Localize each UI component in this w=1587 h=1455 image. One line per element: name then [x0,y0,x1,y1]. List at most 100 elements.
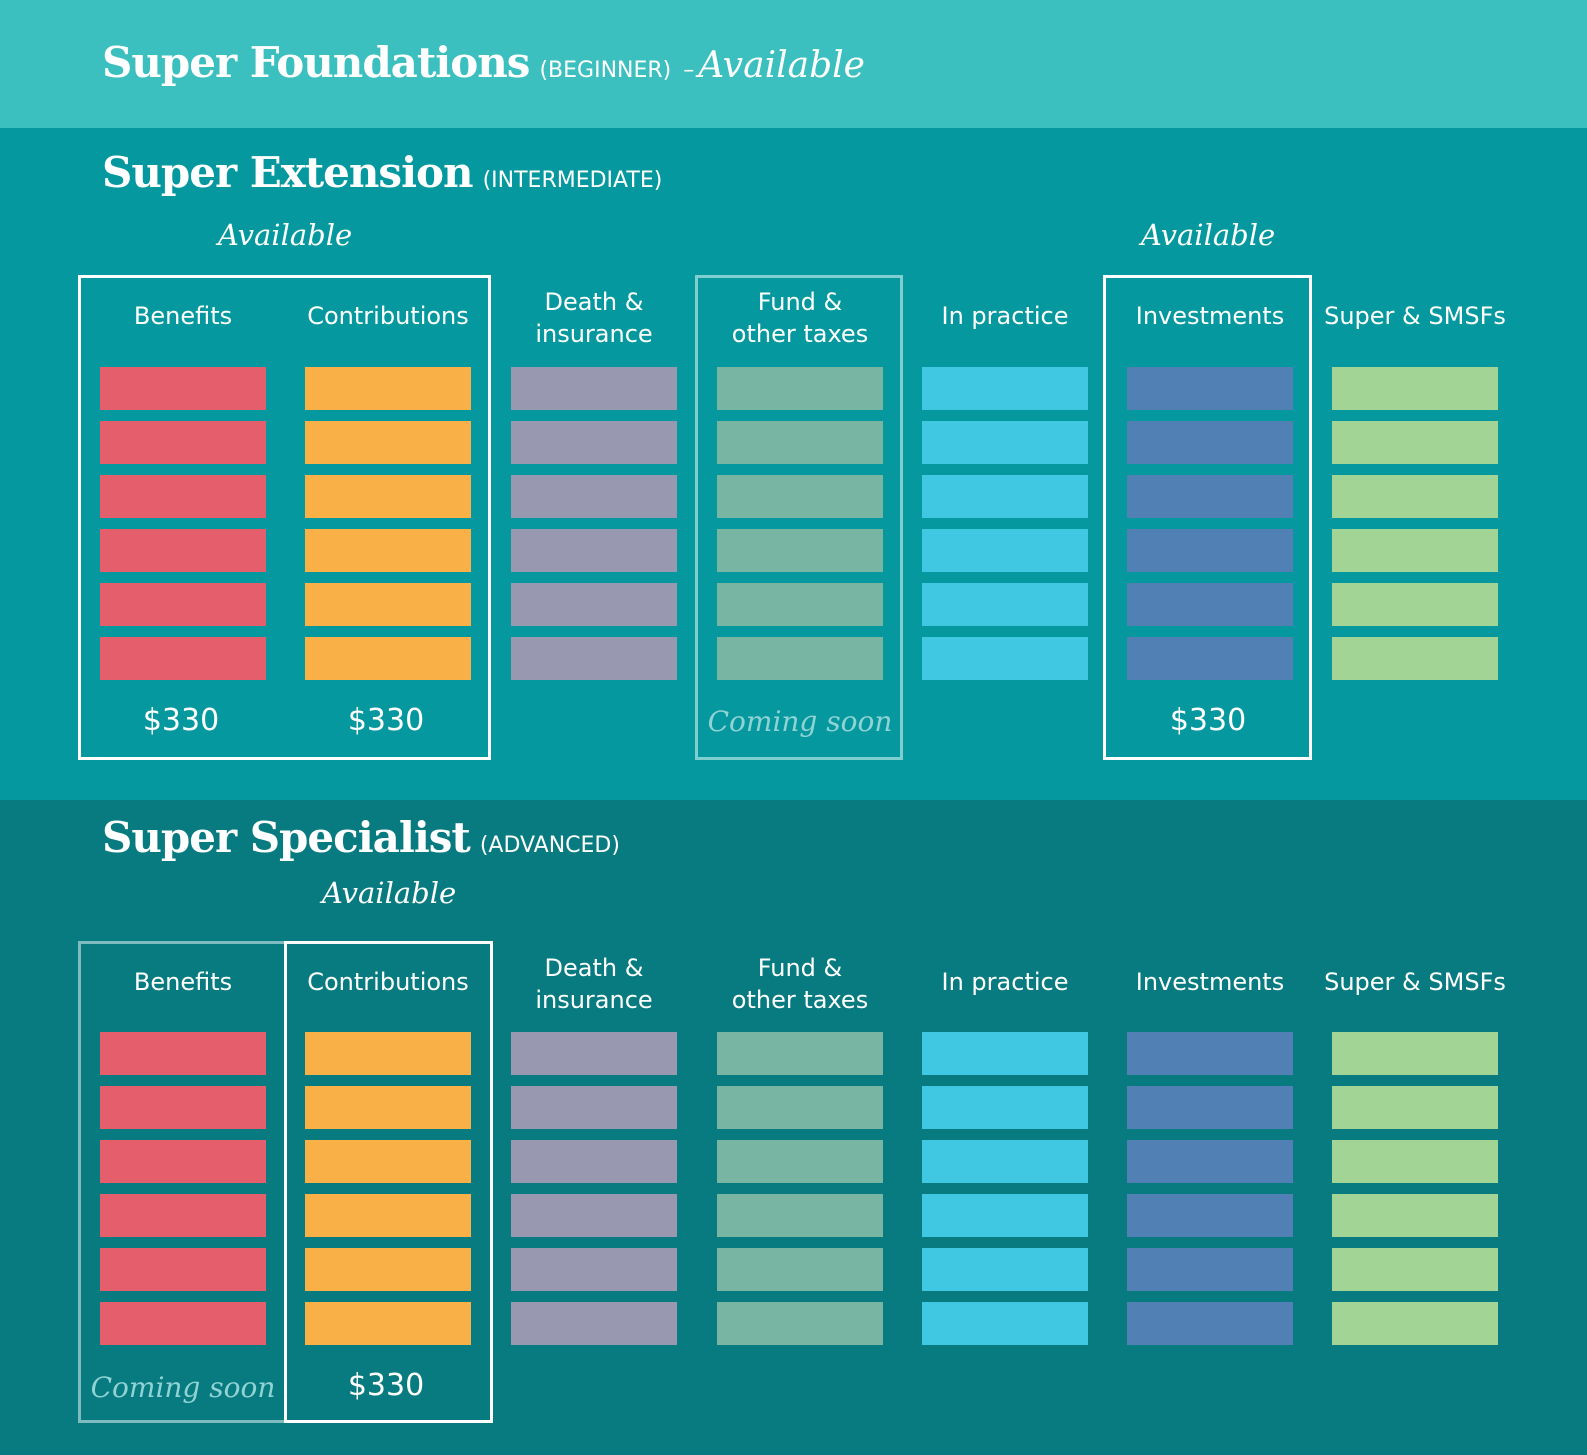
extension-in-practice-bar [922,583,1088,626]
extension-available-frame-1 [78,275,491,760]
specialist-investments-bar [1127,1194,1293,1237]
specialist-available-label: Available [321,876,457,910]
extension-benefits-bar [100,421,266,464]
extension-benefits-bar [100,367,266,410]
extension-column-label-death-and-insurance: Death & insurance [491,286,697,350]
specialist-contributions-bar [305,1302,471,1345]
extension-super-and-smsfs-bar [1332,529,1498,572]
extension-in-practice-bar [922,421,1088,464]
specialist-column-label-fund-and-other-taxes: Fund & other taxes [697,952,903,1016]
foundations-title: Super Foundations (BEGINNER) – Available [102,38,865,87]
extension-available-label-1: Available [217,218,353,252]
extension-fund-and-other-taxes-bar [717,475,883,518]
extension-column-label-super-and-smsfs: Super & SMSFs [1324,302,1506,330]
extension-death-and-insurance-bar [511,367,677,410]
extension-fund-and-other-taxes-bar [717,367,883,410]
extension-super-and-smsfs-bar [1332,583,1498,626]
extension-title-main: Super Extension [102,148,474,197]
extension-contributions-bar [305,529,471,572]
specialist-title-main: Super Specialist [102,813,471,862]
extension-column-label-fund-and-other-taxes: Fund & other taxes [697,286,903,350]
specialist-contributions-price: $330 [347,1368,425,1403]
extension-contributions-bar [305,637,471,680]
extension-investments-bar [1127,475,1293,518]
foundations-status: Available [698,45,865,86]
extension-fund-and-other-taxes-bar [717,637,883,680]
extension-column-label-benefits: Benefits [133,302,233,330]
specialist-death-and-insurance-bar [511,1032,677,1075]
extension-death-and-insurance-bar [511,529,677,572]
specialist-benefits-bar [100,1140,266,1183]
specialist-in-practice-bar [922,1302,1088,1345]
extension-investments-bar [1127,637,1293,680]
specialist-in-practice-bar [922,1032,1088,1075]
specialist-benefits-bar [100,1086,266,1129]
specialist-investments-bar [1127,1248,1293,1291]
extension-benefits-bar [100,637,266,680]
extension-super-and-smsfs-bar [1332,637,1498,680]
specialist-contributions-bar [305,1032,471,1075]
extension-death-and-insurance-bar [511,637,677,680]
extension-available-label-2: Available [1140,218,1276,252]
specialist-death-and-insurance-bar [511,1248,677,1291]
extension-in-practice-bar [922,637,1088,680]
specialist-death-and-insurance-bar [511,1086,677,1129]
extension-benefits-price: $330 [142,703,220,738]
extension-investments-bar [1127,529,1293,572]
specialist-fund-and-other-taxes-bar [717,1140,883,1183]
specialist-column-label-super-and-smsfs: Super & SMSFs [1324,968,1506,996]
specialist-investments-bar [1127,1140,1293,1183]
specialist-available-frame [284,941,493,1423]
specialist-column-label-benefits: Benefits [133,968,233,996]
specialist-super-and-smsfs-bar [1332,1248,1498,1291]
column-label-line: Fund & [757,954,843,982]
specialist-death-and-insurance-bar [511,1194,677,1237]
extension-benefits-bar [100,529,266,572]
extension-super-and-smsfs-bar [1332,421,1498,464]
specialist-investments-bar [1127,1302,1293,1345]
extension-contributions-bar [305,367,471,410]
specialist-column-label-contributions: Contributions [307,968,469,996]
specialist-in-practice-bar [922,1086,1088,1129]
specialist-column-label-investments: Investments [1135,968,1285,996]
specialist-level: (ADVANCED) [479,833,620,858]
column-label-line: Fund & [757,288,843,316]
specialist-fund-and-other-taxes-bar [717,1248,883,1291]
specialist-death-and-insurance-bar [511,1302,677,1345]
specialist-fund-and-other-taxes-bar [717,1032,883,1075]
specialist-contributions-bar [305,1086,471,1129]
column-label-line: insurance [535,986,653,1014]
extension-available-frame-2 [1103,275,1312,760]
foundations-dash: – [683,58,695,83]
specialist-death-and-insurance-bar [511,1140,677,1183]
extension-fund-and-other-taxes-status: Coming soon [707,705,893,738]
specialist-benefits-bar [100,1194,266,1237]
specialist-in-practice-bar [922,1248,1088,1291]
extension-investments-bar [1127,583,1293,626]
specialist-super-and-smsfs-bar [1332,1302,1498,1345]
extension-in-practice-bar [922,367,1088,410]
specialist-super-and-smsfs-bar [1332,1140,1498,1183]
column-label-line: Death & [544,954,644,982]
extension-investments-bar [1127,367,1293,410]
extension-level: (INTERMEDIATE) [482,168,663,193]
specialist-column-label-in-practice: In practice [941,968,1069,996]
column-label-line: Death & [544,288,644,316]
foundations-title-main: Super Foundations [102,38,530,87]
extension-coming-soon-frame [695,275,903,760]
extension-investments-price: $330 [1169,703,1247,738]
specialist-super-and-smsfs-bar [1332,1032,1498,1075]
extension-contributions-bar [305,475,471,518]
specialist-benefits-bar [100,1302,266,1345]
extension-benefits-bar [100,475,266,518]
extension-contributions-bar [305,583,471,626]
extension-investments-bar [1127,421,1293,464]
specialist-contributions-bar [305,1194,471,1237]
extension-benefits-bar [100,583,266,626]
specialist-investments-bar [1127,1086,1293,1129]
column-label-line: insurance [535,320,653,348]
specialist-super-and-smsfs-bar [1332,1194,1498,1237]
extension-column-label-investments: Investments [1135,302,1285,330]
extension-column-label-contributions: Contributions [307,302,469,330]
column-label-line: other taxes [731,986,869,1014]
